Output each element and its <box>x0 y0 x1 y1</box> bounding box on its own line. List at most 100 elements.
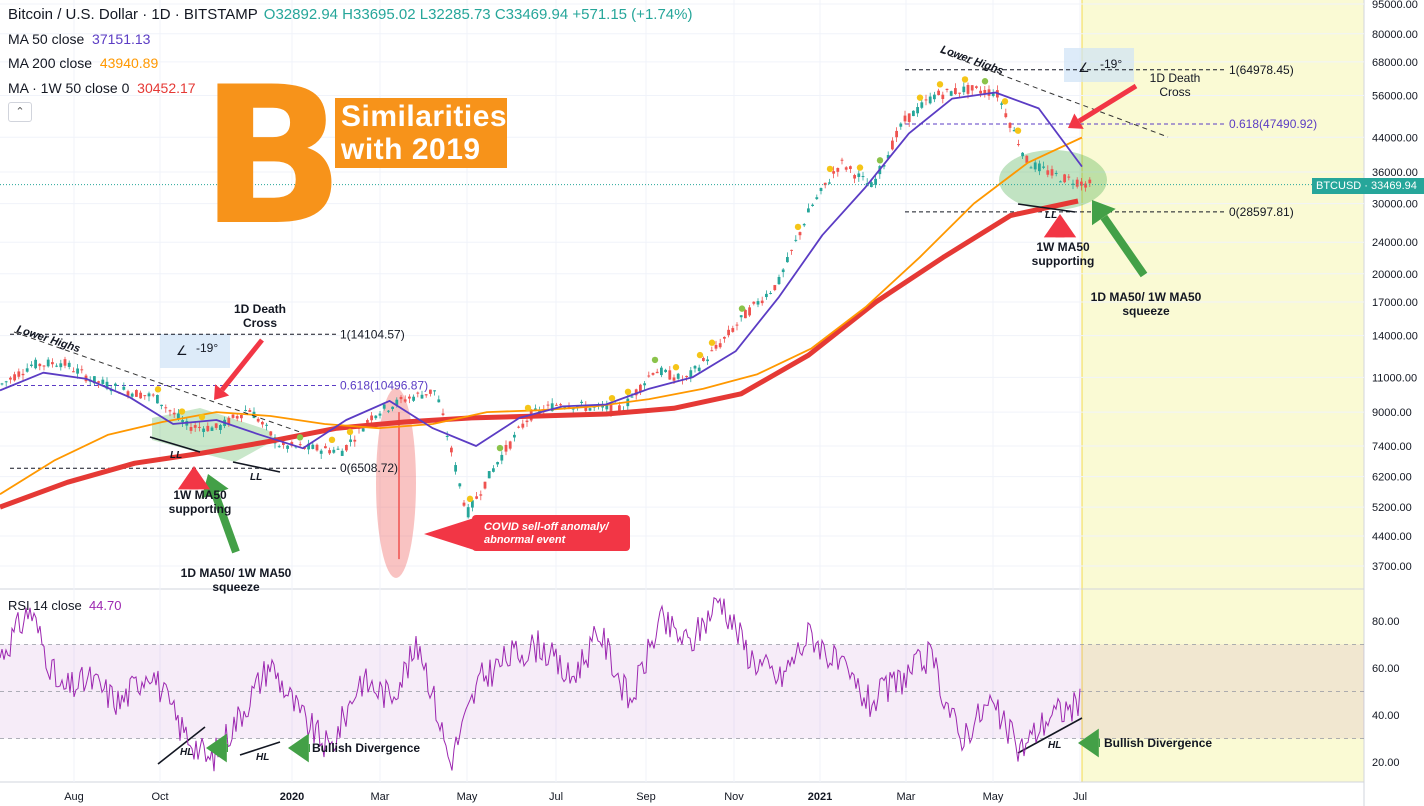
rsi-value: 44.70 <box>88 598 122 613</box>
candle-body <box>723 336 726 339</box>
candle-body <box>983 89 987 95</box>
price-tick-label: 3700.00 <box>1372 561 1412 573</box>
candle-body <box>500 454 504 461</box>
candle-body <box>315 444 319 451</box>
candle-body <box>920 102 924 108</box>
candle-body <box>710 350 714 352</box>
rsi-line <box>0 597 1081 772</box>
symbol-label: Bitcoin / U.S. Dollar · 1D · BITSTAMP <box>8 6 258 23</box>
signal-dot <box>651 356 659 364</box>
candle-body <box>832 171 835 174</box>
support-label-right: 1W MA50 supporting <box>1031 240 1095 268</box>
rsi-tick-label: 40.00 <box>1372 710 1400 722</box>
death-cross-arrow-left-shaft <box>220 338 264 392</box>
candle-body <box>256 418 260 422</box>
candle-body <box>823 182 827 186</box>
candle-body <box>42 365 46 367</box>
time-tick-label: Aug <box>64 791 84 803</box>
time-tick-label: May <box>457 791 478 803</box>
signal-dot <box>198 413 206 421</box>
candle-body <box>0 383 4 385</box>
candle-body <box>340 450 344 456</box>
hl-line <box>1017 717 1083 754</box>
candle-body <box>870 182 873 188</box>
support-arrow-left-head <box>177 466 211 490</box>
candle-body <box>487 471 491 479</box>
candle-body <box>933 94 936 100</box>
collapse-legend-button[interactable]: ⌃ <box>8 102 32 122</box>
candle-body <box>912 110 915 117</box>
time-tick-label: Sep <box>636 791 656 803</box>
candle-body <box>231 414 235 418</box>
angle-box-right <box>1064 48 1134 82</box>
signal-dot <box>672 364 680 371</box>
price-tick-label: 14000.00 <box>1372 331 1418 343</box>
death-cross-arrow-left-head <box>214 384 230 400</box>
candle-body <box>143 395 147 397</box>
bullish-divergence-label-right: Bullish Divergence <box>1104 736 1213 750</box>
candle-body <box>1012 130 1016 132</box>
squeeze-arrow-right-head <box>1092 200 1116 226</box>
candle-body <box>1059 181 1062 183</box>
price-tick-label: 7400.00 <box>1372 441 1412 453</box>
last-price-tag: BTCUSD · 33469.94 <box>1312 178 1424 194</box>
candle-body <box>874 178 877 185</box>
candle-body <box>261 421 264 425</box>
candle-body <box>63 359 67 366</box>
price-tick-label: 4400.00 <box>1372 531 1412 543</box>
hl-label: HL <box>1048 740 1061 751</box>
candle-body <box>1025 155 1029 163</box>
candle-body <box>139 392 142 399</box>
candle-body <box>794 239 798 241</box>
covid-label-line1: COVID sell-off anomaly/ <box>484 521 610 533</box>
candle-body <box>450 447 453 453</box>
ll-line <box>149 436 201 453</box>
candle-body <box>916 107 919 114</box>
ma1w-legend[interactable]: MA · 1W 50 close 0 30452.17 <box>8 80 196 96</box>
candle-body <box>962 86 966 93</box>
candle-body <box>861 176 865 178</box>
candle-body <box>1054 172 1058 174</box>
candle-body <box>479 494 483 496</box>
signal-dot <box>826 165 834 173</box>
candle-body <box>945 88 949 90</box>
candle-body <box>849 166 852 170</box>
rsi-tick-label: 80.00 <box>1372 616 1400 628</box>
candle-body <box>496 462 499 465</box>
candle-body <box>886 155 890 159</box>
candle-body <box>172 412 176 415</box>
candle-body <box>324 446 327 449</box>
fib-618-right-label: 0.618(47490.92) <box>1229 117 1317 131</box>
candle-body <box>80 369 84 371</box>
ma50-value: 37151.13 <box>92 31 151 47</box>
candle-body <box>546 404 550 406</box>
candle-body <box>210 427 214 431</box>
candle-body <box>970 85 974 91</box>
candle-body <box>1046 170 1050 175</box>
candle-body <box>416 392 420 394</box>
rsi-legend[interactable]: RSI 14 close 44.70 <box>8 598 121 613</box>
candle-body <box>647 375 651 377</box>
candle-body <box>202 428 205 432</box>
candle-body <box>135 390 138 397</box>
candle-body <box>1038 163 1041 172</box>
candle-body <box>685 375 688 378</box>
candle-body <box>399 396 403 400</box>
time-tick-label: May <box>983 791 1004 803</box>
candle-body <box>534 408 537 411</box>
ma50-legend[interactable]: MA 50 close 37151.13 <box>8 31 150 47</box>
candle-body <box>51 362 54 365</box>
candle-body <box>1000 103 1003 105</box>
candle-body <box>584 405 588 411</box>
candle-body <box>819 188 823 192</box>
lower-highs-label-right: Lower Highs <box>939 44 1005 78</box>
candle-body <box>349 439 352 442</box>
ma200-legend[interactable]: MA 200 close 43940.89 <box>8 55 158 71</box>
candle-body <box>282 441 285 445</box>
candle-body <box>38 363 42 367</box>
squeeze-label-left: 1D MA50/ 1W MA50 squeeze <box>180 566 292 594</box>
ll-label: LL <box>250 472 262 483</box>
candle-body <box>798 232 802 236</box>
lower-highs-trend-left <box>13 331 301 433</box>
ohlc-readout: O32892.94 H33695.02 L32285.73 C33469.94 … <box>263 6 693 23</box>
